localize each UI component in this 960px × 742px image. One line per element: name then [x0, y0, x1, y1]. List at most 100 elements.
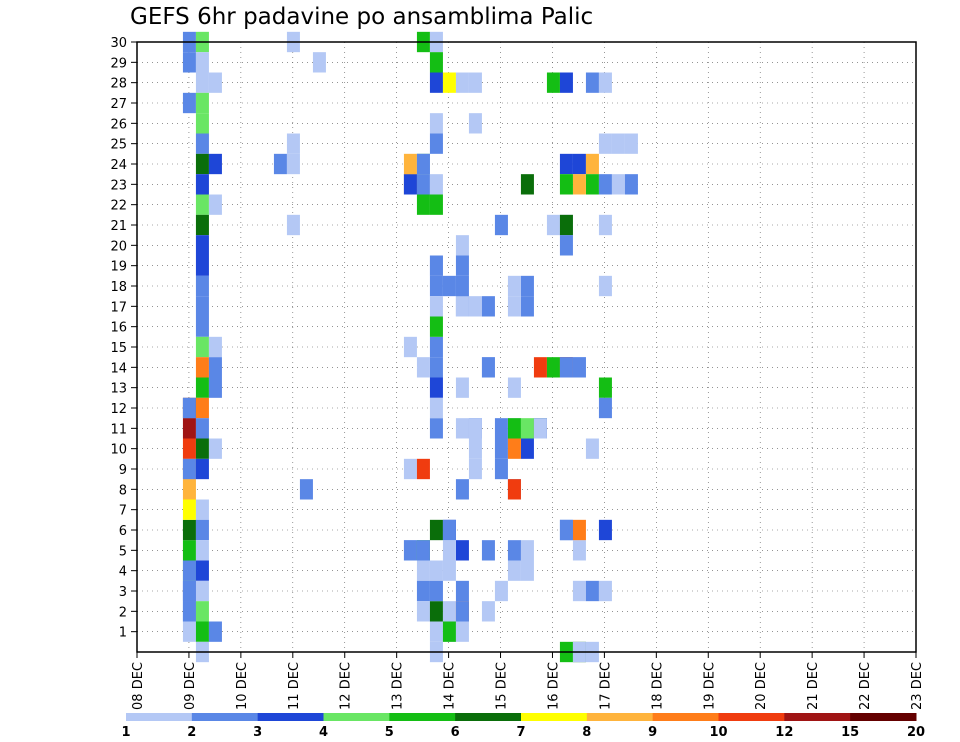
- data-cell: [598, 133, 612, 154]
- data-cell: [182, 438, 196, 459]
- data-cell: [520, 540, 534, 561]
- data-cell: [468, 438, 482, 459]
- data-cell: [468, 418, 482, 439]
- data-cell: [559, 174, 573, 195]
- data-cell: [195, 601, 209, 622]
- y-tick-label: 4: [119, 565, 127, 580]
- y-tick-label: 29: [110, 56, 127, 71]
- colorbar-label: 20: [907, 725, 925, 740]
- data-cell: [572, 357, 586, 378]
- data-cell: [195, 153, 209, 175]
- y-tick-label: 13: [110, 382, 127, 397]
- y-tick-label: 15: [110, 341, 127, 356]
- data-cell: [416, 560, 430, 581]
- data-cell: [416, 153, 430, 175]
- colorbar-segment: [389, 713, 456, 721]
- data-cell: [572, 174, 586, 195]
- data-cell: [416, 357, 430, 378]
- data-cell: [546, 357, 560, 378]
- data-cell: [572, 519, 586, 541]
- data-cell: [182, 601, 196, 622]
- x-tick-label: 17 DEC: [598, 662, 613, 710]
- colorbar-segment: [521, 713, 588, 721]
- data-cell: [429, 133, 443, 154]
- x-tick-label: 13 DEC: [391, 662, 406, 710]
- data-cell: [455, 540, 469, 561]
- data-cell: [195, 275, 209, 297]
- data-cell: [559, 153, 573, 175]
- data-cell: [468, 72, 482, 93]
- data-cell: [559, 235, 573, 256]
- colorbar-segment: [126, 713, 193, 721]
- data-cell: [429, 560, 443, 581]
- data-cell: [455, 72, 469, 93]
- data-cell: [208, 438, 222, 459]
- data-cell: [182, 92, 196, 114]
- x-tick-label: 20 DEC: [754, 662, 769, 710]
- data-cell: [507, 377, 521, 398]
- data-cell: [572, 580, 586, 602]
- y-tick-label: 7: [119, 504, 127, 519]
- data-cell: [195, 540, 209, 561]
- y-tick-label: 23: [110, 178, 127, 193]
- data-cell: [195, 174, 209, 195]
- data-cell: [585, 153, 599, 175]
- data-cell: [208, 336, 222, 358]
- data-cell: [195, 113, 209, 134]
- colorbar-segment: [718, 713, 785, 721]
- data-cell: [494, 458, 508, 480]
- x-tick-label: 16 DEC: [546, 662, 561, 710]
- x-tick-label: 09 DEC: [183, 662, 198, 710]
- y-tick-label: 3: [119, 585, 127, 600]
- y-tick-label: 6: [119, 524, 127, 539]
- data-cell: [520, 438, 534, 459]
- data-cell: [442, 72, 456, 93]
- data-cell: [403, 153, 417, 175]
- colorbar-segment: [455, 713, 522, 721]
- data-cell: [182, 479, 196, 500]
- data-cell: [455, 235, 469, 256]
- data-cell: [195, 519, 209, 541]
- data-cell: [598, 519, 612, 541]
- data-cell: [429, 113, 443, 134]
- colorbar-segment: [323, 713, 390, 721]
- data-cell: [195, 560, 209, 581]
- data-cell: [507, 418, 521, 439]
- data-cell: [507, 540, 521, 561]
- data-cell: [429, 357, 443, 378]
- y-tick-label: 9: [119, 463, 127, 478]
- y-tick-label: 30: [110, 36, 127, 51]
- data-cell: [598, 214, 612, 236]
- data-cell: [533, 357, 547, 378]
- data-cell: [429, 72, 443, 93]
- colorbar-segment: [784, 713, 851, 721]
- data-cell: [481, 601, 495, 622]
- data-cell: [403, 336, 417, 358]
- data-cell: [481, 357, 495, 378]
- data-cell: [182, 499, 196, 520]
- data-cell: [468, 458, 482, 480]
- data-cell: [494, 438, 508, 459]
- data-cell: [195, 296, 209, 317]
- data-cell: [598, 397, 612, 419]
- colorbar-label: 1: [121, 725, 130, 740]
- data-cell: [442, 560, 456, 581]
- data-cell: [403, 458, 417, 480]
- colorbar-label: 3: [253, 725, 262, 740]
- x-tick-label: 19 DEC: [702, 662, 717, 710]
- data-cell: [494, 418, 508, 439]
- data-cell: [195, 52, 209, 73]
- data-cell: [286, 153, 300, 175]
- data-cell: [624, 174, 638, 195]
- data-cell: [507, 438, 521, 459]
- x-tick-label: 12 DEC: [339, 662, 354, 710]
- data-cell: [546, 214, 560, 236]
- data-cell: [468, 296, 482, 317]
- data-cell: [494, 580, 508, 602]
- data-cell: [559, 72, 573, 93]
- data-cell: [195, 621, 209, 642]
- data-cell: [299, 479, 313, 500]
- data-cell: [195, 336, 209, 358]
- data-cell: [442, 540, 456, 561]
